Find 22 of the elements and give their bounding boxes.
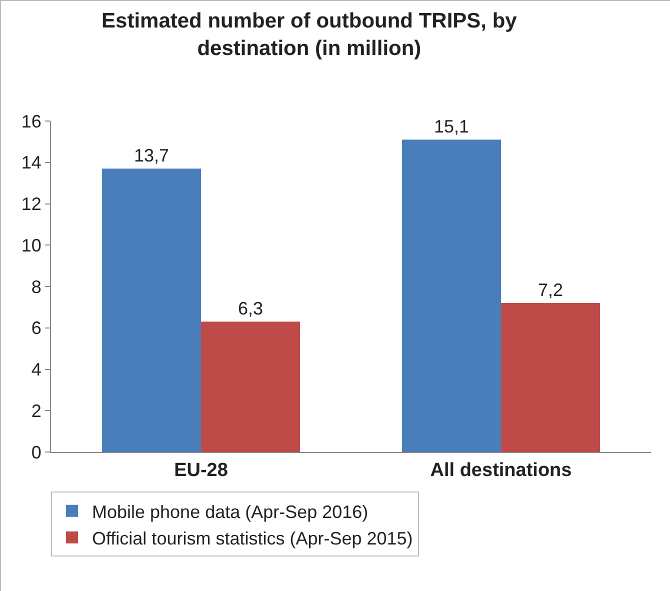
y-tick-label: 16 [21, 111, 42, 132]
legend-label: Official tourism statistics (Apr-Sep 2015) [92, 528, 413, 548]
data-label: 13,7 [134, 146, 170, 166]
y-tick-label: 14 [21, 152, 42, 173]
y-tick-label: 4 [31, 360, 42, 380]
data-label: 7,2 [538, 280, 564, 300]
y-tick-label: 6 [31, 318, 42, 338]
x-tick-label: EU-28 [174, 460, 228, 481]
y-tick-label: 8 [31, 276, 42, 297]
legend-label: Mobile phone data (Apr-Sep 2016) [92, 502, 368, 522]
y-tick-label: 12 [21, 194, 42, 214]
bar [402, 140, 501, 452]
data-label: 15,1 [434, 116, 470, 137]
y-tick-label: 2 [31, 400, 42, 421]
bar [201, 322, 300, 452]
y-tick-label: 10 [21, 235, 42, 256]
bar [501, 303, 600, 452]
x-tick-label: All destinations [430, 460, 572, 481]
bar [102, 168, 201, 452]
chart-title: Estimated number of outbound TRIPS, by destination (in million) [102, 10, 518, 60]
y-tick-label: 0 [31, 442, 42, 462]
data-label: 6,3 [238, 298, 264, 319]
